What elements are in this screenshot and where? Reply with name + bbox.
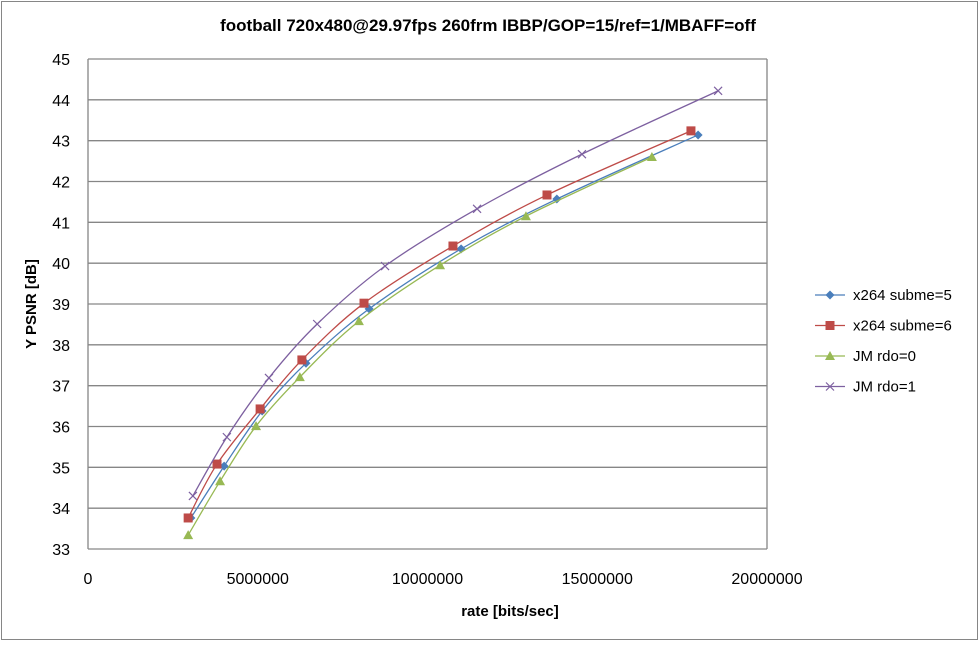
triangle-marker	[825, 351, 835, 360]
y-tick-label: 37	[52, 379, 70, 396]
y-tick-label: 36	[52, 420, 70, 437]
y-tick-label: 40	[52, 256, 70, 273]
triangle-marker	[251, 421, 262, 431]
series-jm-rdo-1	[188, 86, 723, 501]
series-jm-rdo-0	[183, 152, 657, 540]
x-tick-label: 5000000	[227, 571, 289, 588]
series-x264-subme-6	[183, 126, 696, 523]
legend-item: x264 subme=6	[815, 318, 952, 335]
x-tick-label: 10000000	[392, 571, 463, 588]
series-x264-subme-5	[186, 130, 703, 523]
x-marker	[825, 382, 835, 391]
legend-label: JM rdo=0	[853, 348, 916, 365]
square-marker	[686, 126, 696, 136]
y-tick-label: 45	[52, 52, 70, 69]
x-marker	[188, 491, 198, 501]
square-marker	[212, 459, 222, 469]
square-marker	[183, 513, 193, 523]
x-marker	[264, 373, 274, 383]
y-tick-label: 44	[52, 93, 70, 110]
diamond-marker	[825, 290, 835, 300]
triangle-marker	[183, 530, 194, 540]
square-marker	[542, 190, 552, 200]
triangle-marker	[520, 211, 531, 221]
legend-item: x264 subme=5	[815, 287, 952, 304]
triangle-marker	[294, 372, 305, 382]
x-axis-label: rate [bits/sec]	[461, 603, 559, 620]
triangle-marker	[215, 476, 226, 486]
x-marker	[472, 204, 482, 214]
diamond-marker	[693, 130, 703, 140]
x-tick-label: 15000000	[562, 571, 633, 588]
x-marker	[713, 86, 723, 96]
y-tick-label: 39	[52, 297, 70, 314]
legend-label: x264 subme=6	[853, 318, 952, 335]
y-tick-label: 42	[52, 175, 70, 192]
legend-label: JM rdo=1	[853, 379, 916, 396]
legend-item: JM rdo=1	[815, 379, 916, 396]
square-marker	[255, 404, 265, 414]
y-tick-label: 41	[52, 215, 70, 232]
x-marker	[577, 149, 587, 159]
chart-title: football 720x480@29.97fps 260frm IBBP/GO…	[220, 16, 756, 35]
diamond-marker	[552, 194, 562, 204]
square-marker	[359, 298, 369, 308]
legend: x264 subme=5 x264 subme=6 JM rdo=0 JM rdo=1	[815, 287, 952, 396]
diamond-marker	[219, 461, 229, 471]
x-tick-label: 20000000	[731, 571, 802, 588]
triangle-marker	[353, 316, 364, 326]
y-tick-label: 38	[52, 338, 70, 355]
square-marker	[297, 355, 307, 365]
y-tick-label: 33	[52, 542, 70, 559]
y-axis-label: Y PSNR [dB]	[23, 259, 40, 349]
legend-label: x264 subme=5	[853, 287, 952, 304]
triangle-marker	[646, 152, 657, 161]
y-tick-label: 34	[52, 501, 70, 518]
x-tick-label: 0	[84, 571, 93, 588]
triangle-marker	[435, 260, 446, 270]
x-marker	[312, 319, 322, 329]
legend-item: JM rdo=0	[815, 348, 916, 365]
y-tick-label: 43	[52, 134, 70, 151]
x-marker	[380, 261, 390, 271]
y-tick-label: 35	[52, 460, 70, 477]
x-marker	[222, 432, 232, 442]
square-marker	[825, 321, 835, 330]
square-marker	[448, 241, 458, 251]
